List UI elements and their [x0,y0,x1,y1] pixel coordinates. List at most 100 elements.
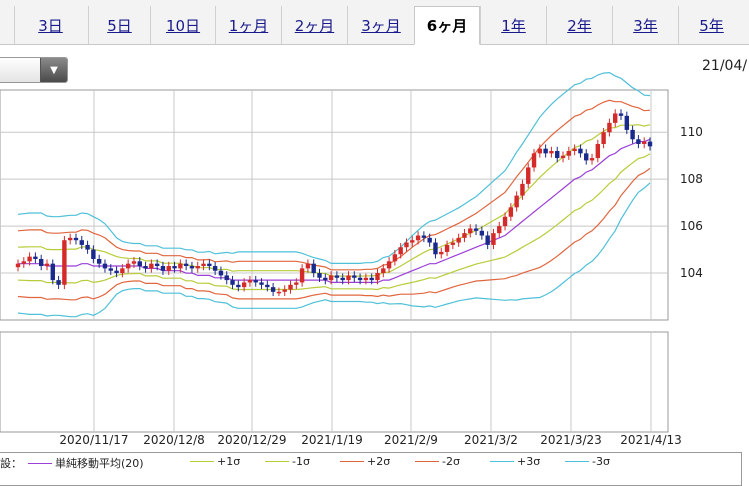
tab-8[interactable]: 1年 [480,6,546,44]
plus2-sigma-line [17,99,651,271]
candle-body [160,266,166,271]
candle-body [421,235,427,238]
tab-7[interactable]: 6ヶ月 [414,6,480,45]
candle-body [369,277,374,281]
candle-body [328,275,334,281]
y-tick-label: 108 [680,172,703,186]
candle-body [555,151,560,159]
candle-body [531,153,537,168]
tab-3[interactable]: 10日 [150,6,215,44]
candle-body [589,158,595,161]
chevron-down-icon[interactable]: ▼ [40,58,67,82]
candle-body [294,282,299,285]
candle-body [85,244,90,250]
tab-10[interactable]: 3年 [612,6,678,44]
candle-body [410,240,415,243]
legend-swatch [490,461,514,462]
candle-body [120,268,125,274]
x-tick-label: 2021/2/9 [384,433,438,447]
legend-swatch [415,461,439,462]
candle-body [27,256,32,262]
candle-body [201,263,206,267]
tab-2[interactable]: 5日 [88,6,150,44]
x-tick-label: 2020/12/29 [217,433,286,447]
candle-body [415,235,421,241]
candle-body [404,242,409,248]
tab-5[interactable]: 2ヶ月 [281,6,347,44]
candle-body [212,266,218,271]
candle-body [526,167,531,184]
candle-body [183,263,189,267]
tab-4[interactable]: 1ヶ月 [215,6,281,44]
candle-body [265,284,270,288]
candle-body [143,266,148,269]
candle-body [468,228,473,234]
candle-body [363,277,369,281]
candle-body [218,270,224,276]
candle-body [595,143,601,159]
candle-body [270,287,276,292]
legend-prefix: 設： [0,457,22,470]
candle-body [33,256,38,259]
plus1-sigma-line [17,124,651,277]
candle-body [520,183,525,196]
candle-body [91,249,96,259]
legend-item: -2σ [415,455,460,468]
candle-body [73,237,79,241]
candle-body [189,266,195,269]
candle-body [613,113,618,123]
candle-body [439,251,444,255]
candle-body [462,233,467,238]
candle-body [450,242,456,245]
legend-item: -3σ [565,455,610,468]
legend-item: -1σ [265,455,310,468]
candle-body [195,266,200,269]
legend-label: -2σ [442,455,460,468]
y-tick-label: 110 [680,125,703,139]
candle-body [137,261,142,267]
candle-body [276,291,282,294]
tab-1[interactable]: 3日 [14,6,86,44]
candle-body [456,237,461,243]
tab-9[interactable]: 2年 [546,6,612,44]
candle-body [560,155,566,159]
candle-body [149,263,154,269]
tab-6[interactable]: 3ヶ月 [347,6,414,44]
candle-body [131,261,137,264]
candle-body [508,207,514,217]
candle-body [334,275,340,278]
x-tick-label: 2020/12/8 [143,433,205,447]
tab-11[interactable]: 5年 [678,6,744,44]
candle-body [79,240,84,245]
x-tick-label: 2021/3/2 [464,433,518,447]
minus1-sigma-line [17,153,651,291]
candle-body [497,226,502,234]
candle-body [224,275,229,281]
sub-panel [0,331,669,433]
legend: 設： 単純移動平均(20) +1σ -1σ +2σ -2σ +3σ -3σ [0,452,749,486]
sma20-line [18,138,651,283]
indicator-select[interactable]: ▼ [0,57,68,83]
legend-swatch [190,461,214,462]
legend-swatch [28,462,52,464]
legend-label: +2σ [367,455,391,468]
candle-body [375,273,380,281]
candle-body [96,258,102,264]
candle-body [549,151,554,154]
candle-body [427,237,432,243]
legend-item: +3σ [490,455,540,468]
candle-body [624,115,630,130]
candle-body [502,216,508,227]
date-label: 21/04/ [702,58,748,74]
candle-body [44,263,50,267]
candle-body [642,141,647,144]
candle-body [346,275,351,281]
candle-body [38,258,44,267]
candle-body [230,280,235,285]
candle-body [543,148,548,154]
candles [15,109,653,297]
candle-body [473,228,479,231]
candle-body [630,129,635,140]
legend-label: +1σ [217,455,241,468]
candle-body [566,151,572,156]
